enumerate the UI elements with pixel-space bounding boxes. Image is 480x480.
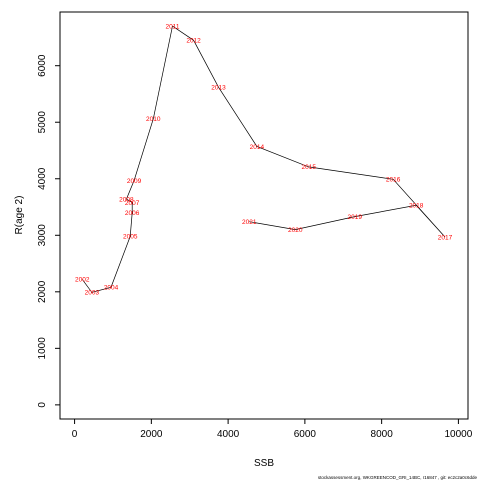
point-label-2006: 2006 [125,210,140,217]
point-label-2011: 2011 [165,23,179,30]
y-tick-label: 6000 [37,54,48,77]
point-label-2021: 2021 [242,219,257,226]
point-label-2013: 2013 [211,84,226,91]
y-tick-label: 3000 [37,224,48,247]
series-line [82,25,446,293]
y-tick-label: 2000 [37,280,48,303]
y-tick-label: 0 [37,402,48,408]
point-label-2007: 2007 [125,200,140,207]
footer-credit: stockassessment.org, WKGREENCOD_GRI_14BC… [318,475,478,480]
point-label-2008: 2008 [119,196,134,203]
x-tick-label: 6000 [294,429,317,440]
x-tick-label: 0 [72,429,78,440]
point-label-2016: 2016 [386,177,401,184]
x-tick-label: 2000 [140,429,163,440]
x-tick-label: 10000 [444,429,472,440]
y-tick-label: 5000 [37,111,48,134]
point-label-2017: 2017 [438,234,453,241]
x-axis: 0 2000 4000 6000 8000 10000 [72,419,473,440]
point-label-2018: 2018 [409,203,424,210]
y-axis: 0 1000 2000 3000 4000 5000 6000 [37,54,60,408]
point-label-2019: 2019 [348,214,363,221]
y-tick-label: 4000 [37,167,48,190]
x-tick-label: 4000 [217,429,240,440]
point-label-2005: 2005 [123,234,138,241]
point-label-2009: 2009 [127,178,142,185]
x-tick-label: 8000 [371,429,394,440]
plot-area: 0 2000 4000 6000 8000 10000 0 1000 2000 3000 4000… [37,11,473,440]
point-label-2012: 2012 [186,38,201,45]
point-label-2002: 2002 [75,277,90,284]
y-tick-label: 1000 [37,337,48,360]
point-label-2020: 2020 [288,227,303,234]
x-axis-title: SSB [254,458,274,469]
plot-frame [59,11,469,420]
y-axis-title: R(age 2) [14,196,25,235]
point-label-2004: 2004 [104,285,119,292]
point-label-2014: 2014 [250,144,265,151]
point-label-2010: 2010 [146,116,161,123]
point-label-2003: 2003 [85,290,100,297]
point-label-2015: 2015 [301,164,316,171]
